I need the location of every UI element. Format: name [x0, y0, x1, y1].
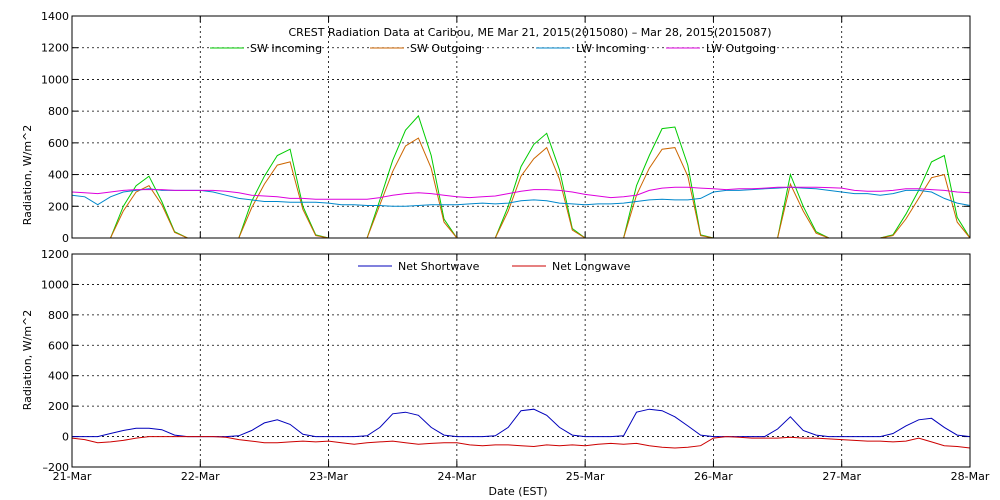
y-tick-label: 200 [48, 400, 69, 413]
y-tick-label: 600 [48, 339, 69, 352]
bottom-panel: –200 0 200 400 600 800 1000 1200 21-Mar 22-Mar 23-… [41, 248, 990, 483]
y-tick-label: 400 [48, 370, 69, 383]
y-tick-label: 1400 [41, 10, 69, 23]
series-line-net-longwave [71, 436, 971, 449]
y-tick-label: 0 [62, 232, 69, 245]
y-tick-label: 1000 [41, 73, 69, 86]
y-tick-label: 1200 [41, 248, 69, 261]
y-tick-label: –200 [43, 461, 70, 474]
x-tick-label: 28-Mar [951, 470, 990, 483]
y-tick-label: 1000 [41, 278, 69, 291]
y-tick-label: 1200 [41, 42, 69, 55]
y-tick-label: 600 [48, 137, 69, 150]
x-tick-label: 24-Mar [437, 470, 476, 483]
y-tick-label: 800 [48, 105, 69, 118]
x-axis-label: Date (EST) [488, 485, 547, 498]
legend-entry: LW Incoming [576, 42, 646, 55]
series-line-net-shortwave [72, 408, 971, 438]
legend-entry: SW Outgoing [410, 42, 482, 55]
series-line-lw-incoming [71, 186, 971, 207]
top-panel: 0 200 400 600 800 1000 1200 1400 SW Incoming SW O… [41, 10, 971, 245]
plot-frame [71, 15, 971, 239]
chart-title: CREST Radiation Data at Caribou, ME Mar … [289, 26, 772, 39]
x-tick-label: 26-Mar [694, 470, 733, 483]
legend-entry: LW Outgoing [706, 42, 776, 55]
plot-frame [71, 253, 971, 468]
legend-entry: Net Shortwave [398, 260, 480, 273]
legend-entry: SW Incoming [250, 42, 322, 55]
bottom-y-axis-label: Radiation, W/m^2 [21, 310, 34, 411]
x-tick-label: 21-Mar [53, 470, 92, 483]
y-tick-label: 800 [48, 309, 69, 322]
x-tick-label: 23-Mar [309, 470, 348, 483]
x-tick-label: 27-Mar [822, 470, 861, 483]
y-tick-label: 400 [48, 169, 69, 182]
legend-entry: Net Longwave [552, 260, 631, 273]
y-tick-label: 0 [62, 431, 69, 444]
y-tick-label: 200 [48, 200, 69, 213]
top-y-axis-label: Radiation, W/m^2 [21, 125, 34, 226]
x-tick-label: 22-Mar [181, 470, 220, 483]
series-line-lw-outgoing [71, 186, 971, 200]
x-tick-label: 25-Mar [566, 470, 605, 483]
